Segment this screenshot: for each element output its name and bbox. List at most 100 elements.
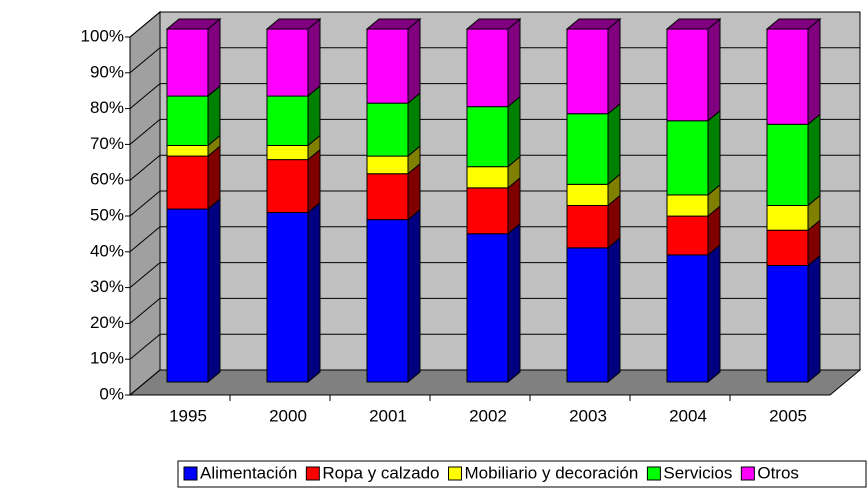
bar-top bbox=[465, 18, 522, 30]
grid-line bbox=[129, 83, 860, 109]
bar-segment bbox=[666, 254, 709, 383]
bar-segment bbox=[166, 95, 209, 146]
bar-segment bbox=[266, 144, 309, 161]
x-tick-label: 2002 bbox=[469, 406, 507, 425]
bar-segment bbox=[566, 205, 609, 249]
bar-side bbox=[807, 17, 821, 126]
bar-segment bbox=[366, 219, 409, 383]
grid-line bbox=[129, 297, 860, 324]
legend-swatch bbox=[448, 466, 463, 481]
legend-swatch bbox=[740, 466, 755, 481]
grid-line bbox=[129, 369, 860, 396]
bar-segment bbox=[266, 95, 309, 146]
bar-top bbox=[165, 18, 222, 30]
bar-side bbox=[607, 17, 621, 115]
bar-side bbox=[607, 102, 621, 186]
bar-segment bbox=[266, 28, 309, 97]
legend-label: Otros bbox=[757, 463, 799, 482]
bar-side bbox=[307, 148, 321, 214]
bar-segment bbox=[466, 233, 509, 383]
y-tick-label: 100% bbox=[81, 26, 124, 45]
bar-segment bbox=[566, 28, 609, 115]
y-tick-label: 20% bbox=[90, 313, 124, 332]
bar-segment bbox=[566, 113, 609, 185]
bar-segment bbox=[266, 212, 309, 383]
bar-segment bbox=[766, 28, 809, 125]
grid-line bbox=[129, 226, 860, 253]
legend-label: Alimentación bbox=[200, 463, 297, 482]
y-tick-label: 50% bbox=[90, 205, 124, 224]
grid-line bbox=[129, 154, 860, 181]
bar-segment bbox=[366, 173, 409, 221]
bar-side bbox=[507, 95, 521, 168]
bar-side bbox=[507, 222, 521, 384]
bar-side bbox=[407, 208, 421, 384]
bar-side bbox=[407, 17, 421, 105]
grid-line bbox=[129, 118, 860, 145]
bar-segment bbox=[766, 123, 809, 206]
y-tick-label: 60% bbox=[90, 170, 124, 189]
bar-side bbox=[707, 17, 721, 122]
y-tick-label: 30% bbox=[90, 277, 124, 296]
bar-side bbox=[207, 17, 221, 98]
bar-segment bbox=[666, 194, 709, 217]
bar-segment bbox=[566, 247, 609, 383]
bar-side bbox=[307, 201, 321, 384]
bar-segment bbox=[666, 28, 709, 122]
bar-segment bbox=[366, 102, 409, 157]
legend-swatch bbox=[183, 466, 198, 481]
bar-segment bbox=[766, 205, 809, 231]
legend-label: Servicios bbox=[663, 463, 732, 482]
bar-top bbox=[665, 18, 722, 30]
grid-line bbox=[129, 262, 860, 288]
bar-side bbox=[807, 113, 821, 207]
bar-segment bbox=[666, 215, 709, 256]
y-tick-label: 0% bbox=[99, 384, 124, 403]
bar-side bbox=[507, 17, 521, 108]
x-tick-label: 2004 bbox=[669, 406, 707, 425]
bar-segment bbox=[466, 187, 509, 235]
y-tick-label: 90% bbox=[90, 62, 124, 81]
bar-top bbox=[365, 18, 422, 30]
bar-segment bbox=[166, 144, 209, 157]
grid-line bbox=[129, 333, 860, 360]
y-tick-label: 40% bbox=[90, 241, 124, 260]
y-tick-label: 80% bbox=[90, 98, 124, 117]
bar-side bbox=[207, 197, 221, 384]
bar-segment bbox=[166, 28, 209, 97]
legend-label: Mobiliario y decoración bbox=[465, 463, 639, 482]
bar-segment bbox=[766, 229, 809, 267]
y-tick-label: 70% bbox=[90, 134, 124, 153]
bar-side bbox=[707, 243, 721, 384]
x-tick-label: 2005 bbox=[769, 406, 807, 425]
legend-swatch bbox=[646, 466, 661, 481]
x-tick-label: 2003 bbox=[569, 406, 607, 425]
bar-side bbox=[307, 17, 321, 98]
legend-label: Ropa y calzado bbox=[322, 463, 439, 482]
bar-segment bbox=[566, 183, 609, 207]
bar-side bbox=[407, 92, 421, 158]
grid-line bbox=[129, 190, 860, 217]
x-tick-label: 2001 bbox=[369, 406, 407, 425]
bar-top bbox=[265, 18, 322, 30]
bar-side bbox=[607, 236, 621, 384]
bar-top bbox=[565, 18, 622, 30]
bar-segment bbox=[166, 155, 209, 210]
bar-segment bbox=[166, 208, 209, 383]
x-tick-label: 1995 bbox=[169, 406, 207, 425]
bar-segment bbox=[466, 106, 509, 168]
grid-line bbox=[129, 11, 860, 38]
bar-segment bbox=[466, 28, 509, 108]
bar-segment bbox=[466, 166, 509, 189]
bar-segment bbox=[666, 120, 709, 196]
bar-top bbox=[765, 18, 822, 30]
bar-segment bbox=[366, 155, 409, 175]
legend-swatch bbox=[305, 466, 320, 481]
bar-segment bbox=[266, 159, 309, 214]
grid-line bbox=[129, 47, 860, 74]
x-tick-label: 2000 bbox=[269, 406, 307, 425]
bar-side bbox=[707, 109, 721, 196]
bar-side bbox=[807, 254, 821, 384]
bar-segment bbox=[366, 28, 409, 104]
